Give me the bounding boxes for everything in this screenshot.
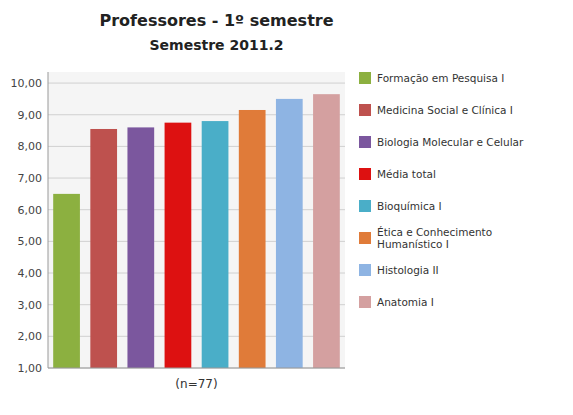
legend-label-line: Formação em Pesquisa I	[377, 72, 504, 84]
bars	[53, 94, 340, 368]
legend-label-line: Média total	[377, 168, 436, 180]
legend-swatch	[359, 72, 371, 84]
legend-label: Ética e ConhecimentoHumanístico I	[377, 226, 492, 250]
legend-label-line: Ética e Conhecimento	[377, 226, 492, 238]
legend-label-line: Medicina Social e Clínica I	[377, 104, 513, 116]
legend-label: Anatomia I	[377, 296, 434, 308]
bar	[313, 94, 340, 368]
y-tick-label: 4,00	[18, 267, 43, 280]
y-axis-line	[48, 72, 49, 368]
bar	[202, 121, 229, 368]
legend-swatch	[359, 200, 371, 212]
x-axis-label: (n=77)	[175, 377, 217, 391]
y-tick-label: 1,00	[18, 362, 43, 375]
y-tick-label: 2,00	[18, 330, 43, 343]
legend-label-line: Biologia Molecular e Celular	[377, 136, 524, 148]
legend-label: Média total	[377, 168, 436, 180]
y-tick-label: 10,00	[11, 77, 43, 90]
legend-swatch	[359, 168, 371, 180]
bar	[127, 127, 154, 368]
legend-swatch	[359, 104, 371, 116]
legend-label-line: Humanístico I	[377, 238, 449, 250]
grid-line	[48, 368, 345, 369]
subtitle: Semestre 2011.2	[150, 37, 284, 53]
legend-label: Biologia Molecular e Celular	[377, 136, 524, 148]
bar	[239, 110, 266, 368]
bar	[276, 99, 303, 368]
legend-label: Histologia II	[377, 264, 439, 276]
y-tick-label: 8,00	[18, 140, 43, 153]
x-axis-line	[48, 368, 345, 369]
y-tick-label: 9,00	[18, 109, 43, 122]
legend-label-line: Bioquímica I	[377, 200, 442, 212]
legend-swatch	[359, 232, 371, 244]
legend-swatch	[359, 296, 371, 308]
legend-label: Medicina Social e Clínica I	[377, 104, 513, 116]
legend-label: Formação em Pesquisa I	[377, 72, 504, 84]
grid-line	[48, 83, 345, 84]
chart: Professores - 1º semestre Semestre 2011.2…	[0, 0, 573, 415]
title: Professores - 1º semestre	[99, 11, 333, 30]
legend-label-line: Histologia II	[377, 264, 439, 276]
y-tick-label: 6,00	[18, 204, 43, 217]
y-tick-label: 3,00	[18, 299, 43, 312]
y-tick-label: 5,00	[18, 235, 43, 248]
bar	[90, 129, 117, 368]
legend: Formação em Pesquisa I Medicina Social e …	[359, 72, 524, 308]
y-tick-label: 7,00	[18, 172, 43, 185]
bar	[165, 123, 192, 368]
legend-swatch	[359, 264, 371, 276]
legend-swatch	[359, 136, 371, 148]
legend-label-line: Anatomia I	[377, 296, 434, 308]
plot-background	[48, 72, 345, 368]
bar	[53, 194, 80, 368]
legend-label: Bioquímica I	[377, 200, 442, 212]
